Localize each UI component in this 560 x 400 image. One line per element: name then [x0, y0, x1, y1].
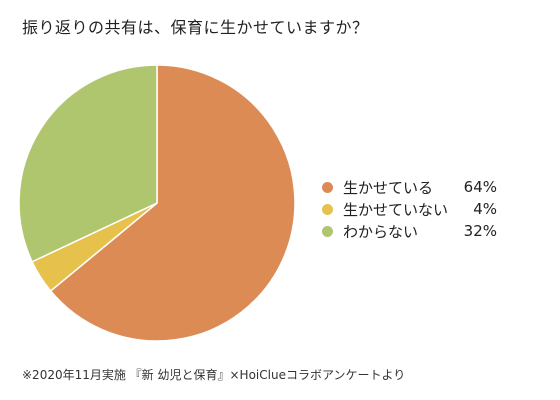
legend-item-ikaseteiru: 生かせている 64% — [322, 176, 497, 198]
pie-slices — [18, 64, 296, 342]
legend-value-ikaseteinai: 4% — [473, 200, 497, 218]
legend-item-wakaranai: わからない 32% — [322, 220, 497, 242]
pie-slice-wakaranai — [18, 64, 158, 263]
legend-item-ikaseteinai: 生かせていない 4% — [322, 198, 497, 220]
pie-slice-ikaseteiru — [49, 64, 296, 342]
legend-value-wakaranai: 32% — [463, 222, 497, 240]
legend-swatch-ikaseteiru — [322, 181, 333, 193]
legend-swatch-wakaranai — [322, 225, 333, 237]
chart-title: 振り返りの共有は、保育に生かせていますか？ — [22, 18, 369, 37]
legend-label-ikaseteinai: 生かせていない — [343, 200, 449, 219]
legend-value-ikaseteiru: 64% — [463, 178, 497, 196]
legend-label-ikaseteiru: 生かせている — [343, 178, 434, 197]
source-note: ※2020年11月実施 『新 幼児と保育』×HoiClueコラボアンケートより — [22, 368, 406, 382]
legend: 生かせている 64% 生かせていない 4% わからない 32% — [322, 176, 497, 242]
legend-swatch-ikaseteinai — [322, 203, 333, 215]
legend-label-wakaranai: わからない — [343, 222, 419, 241]
